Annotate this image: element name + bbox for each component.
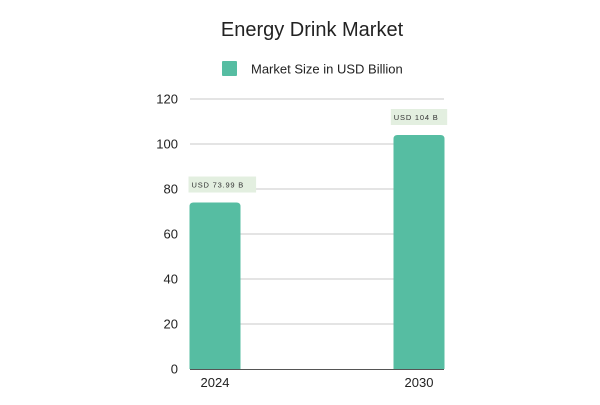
y-tick-label: 80 (164, 182, 178, 197)
data-label-text: USD 73.99 B (192, 180, 245, 189)
y-tick-label: 60 (164, 227, 178, 242)
chart-title: Energy Drink Market (221, 19, 404, 41)
y-tick-label: 40 (164, 272, 178, 287)
x-category-label: 2030 (405, 375, 434, 390)
x-axis-categories: 2024 2030 (201, 375, 434, 390)
legend-label: Market Size in USD Billion (251, 62, 403, 77)
y-tick-label: 100 (156, 137, 178, 152)
bar-2024 (189, 202, 241, 369)
y-axis-ticks: 0 20 40 60 80 100 120 (156, 92, 178, 377)
x-category-label: 2024 (201, 375, 230, 390)
y-tick-label: 20 (164, 317, 178, 332)
data-label-background (188, 176, 257, 193)
data-labels: USD 73.99 B USD 104 B (188, 109, 448, 193)
bars (189, 135, 445, 369)
data-label-2030: USD 104 B (390, 109, 448, 125)
y-tick-label: 0 (171, 362, 178, 377)
data-label-text: USD 104 B (394, 113, 439, 122)
y-tick-label: 120 (156, 92, 178, 107)
legend-swatch (222, 61, 237, 76)
bar-2030 (393, 135, 445, 369)
data-label-background (390, 109, 448, 125)
data-label-2024: USD 73.99 B (188, 176, 257, 193)
legend: Market Size in USD Billion (222, 61, 403, 77)
